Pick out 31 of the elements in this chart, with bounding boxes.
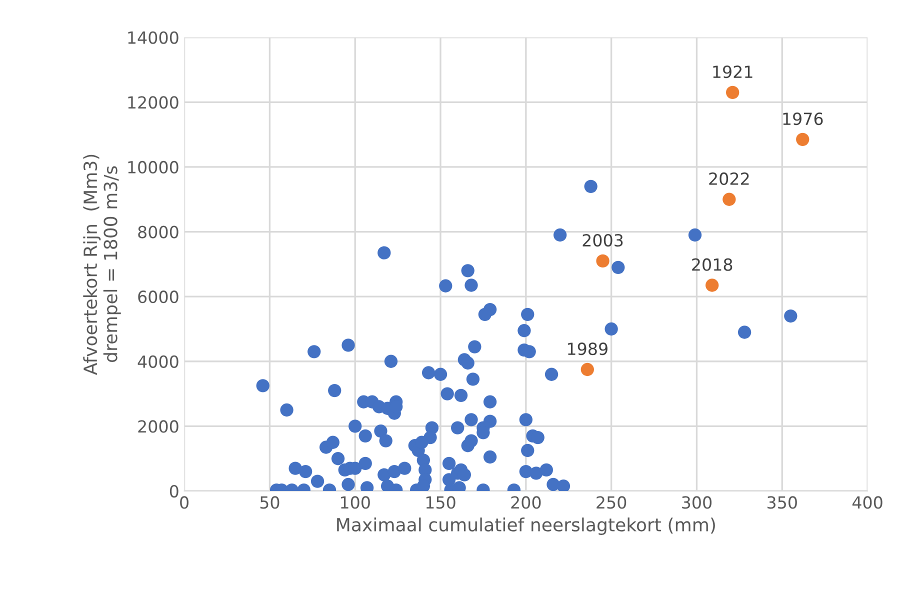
y-tick-label: 0: [170, 484, 178, 498]
x-tick-label: 50: [260, 496, 280, 509]
point: [706, 278, 719, 292]
y-tick-label: 14000: [128, 31, 178, 44]
x-tick-label: 400: [852, 496, 882, 509]
x-tick-label: 200: [511, 496, 541, 509]
y-tick-label: 12000: [128, 96, 178, 109]
point: [726, 86, 740, 100]
annotation: 1989: [568, 342, 608, 356]
x-tick-label: 0: [180, 496, 188, 509]
x-axis-title: Maximaal cumulatief neerslagtekort (mm): [337, 518, 715, 536]
annotation: 2018: [692, 258, 732, 271]
annotation: 1921: [713, 65, 752, 78]
x-tick-label: 300: [682, 496, 712, 509]
annotation: 1976: [783, 112, 823, 126]
y-tick-label: 6000: [138, 290, 178, 304]
point: [722, 192, 736, 206]
y-axis-title: Afvoertekort Rijn (Mm3) drempel = 1800 m3/s: [83, 154, 121, 375]
point: [796, 132, 810, 146]
y-tick-label: 2000: [138, 420, 178, 433]
y-tick-label: 10000: [128, 160, 178, 174]
annotation: 2022: [709, 172, 749, 186]
x-tick-label: 350: [767, 496, 797, 509]
point: [580, 362, 594, 376]
y-tick-label: 4000: [138, 355, 178, 368]
point: [596, 254, 610, 268]
y-tick-label: 8000: [138, 226, 178, 238]
annotation: 2003: [582, 234, 623, 247]
x-tick-label: 250: [596, 496, 626, 509]
x-tick-label: 150: [426, 496, 456, 509]
x-tick-label: 100: [341, 496, 370, 509]
